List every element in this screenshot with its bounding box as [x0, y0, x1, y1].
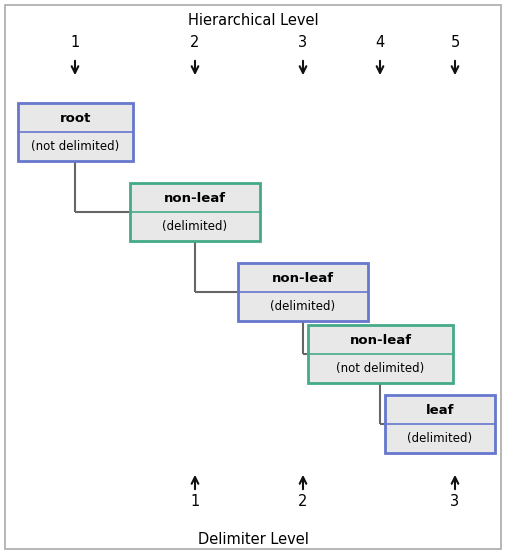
Text: 1: 1: [190, 495, 199, 510]
Text: 3: 3: [449, 495, 459, 510]
Bar: [237, 263, 367, 321]
Text: (not delimited): (not delimited): [336, 362, 424, 375]
Bar: [308, 325, 452, 383]
Text: 3: 3: [298, 34, 307, 49]
Text: (delimited): (delimited): [270, 300, 335, 313]
Text: Delimiter Level: Delimiter Level: [197, 532, 308, 547]
Text: (delimited): (delimited): [407, 432, 472, 445]
Text: root: root: [60, 112, 91, 125]
Text: non-leaf: non-leaf: [164, 192, 226, 205]
Text: (not delimited): (not delimited): [31, 140, 119, 153]
Text: 2: 2: [190, 34, 199, 49]
Text: leaf: leaf: [425, 404, 453, 417]
Text: non-leaf: non-leaf: [271, 272, 333, 285]
Text: non-leaf: non-leaf: [349, 334, 411, 347]
Bar: [18, 103, 133, 161]
Text: (delimited): (delimited): [162, 220, 227, 233]
Text: 2: 2: [298, 495, 307, 510]
Text: 1: 1: [70, 34, 79, 49]
Text: 5: 5: [449, 34, 459, 49]
Text: 4: 4: [375, 34, 384, 49]
Text: Hierarchical Level: Hierarchical Level: [187, 13, 318, 28]
Bar: [130, 183, 260, 241]
Bar: [384, 395, 494, 453]
